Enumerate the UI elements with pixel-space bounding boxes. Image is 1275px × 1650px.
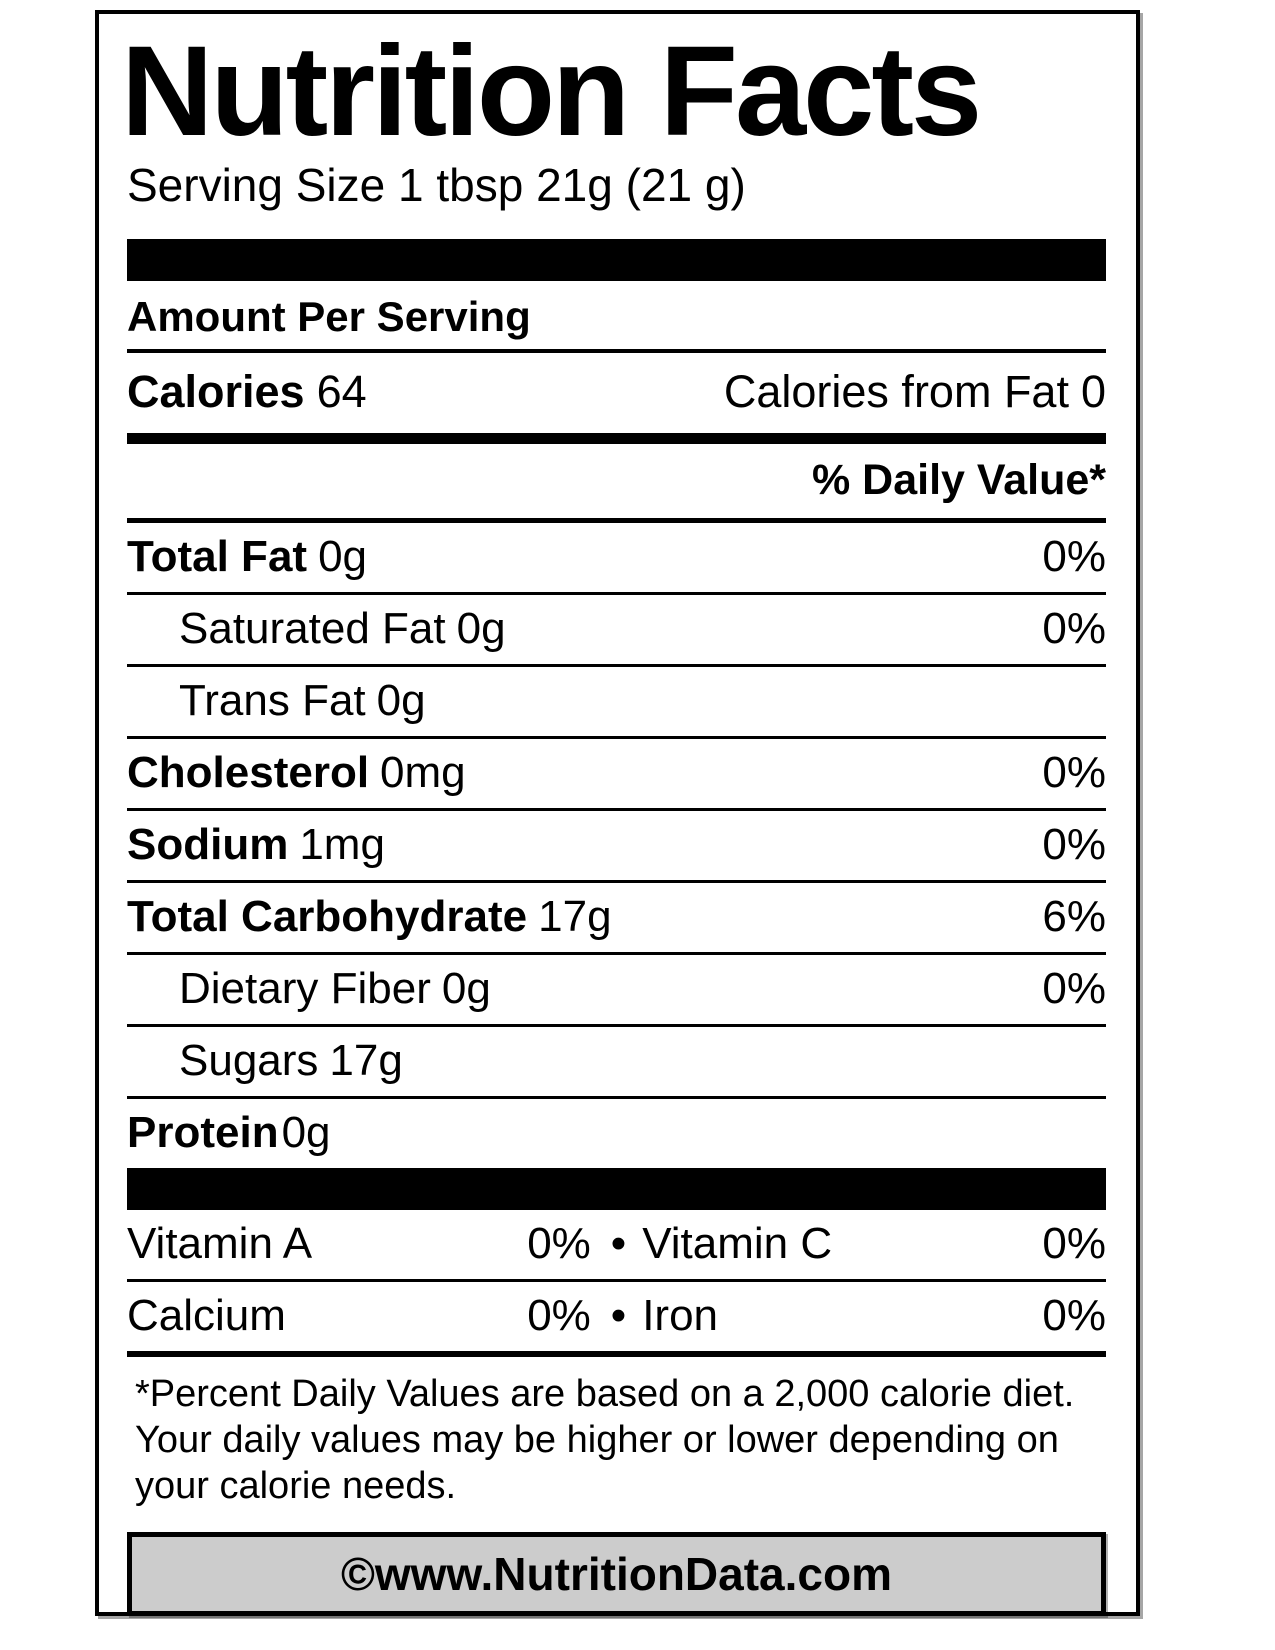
- nutrient-row: Cholesterol 0mg 0%: [127, 739, 1106, 811]
- separator-bar-middle: [127, 1167, 1106, 1210]
- micronutrient-right-name: Iron: [642, 1290, 719, 1340]
- nutrient-row: Saturated Fat 0g 0%: [127, 595, 1106, 667]
- micronutrient-left-value: 0%: [527, 1290, 591, 1340]
- nutrient-amount: 0g: [376, 675, 426, 725]
- nutrient-name: Sugars: [179, 1035, 319, 1085]
- nutrient-row: Sugars 17g: [127, 1027, 1106, 1099]
- nutrition-facts-label: Nutrition Facts Serving Size 1 tbsp 21g …: [95, 10, 1140, 1616]
- amount-per-serving-heading: Amount Per Serving: [127, 292, 531, 340]
- micronutrient-right-cell: Vitamin C 0%: [642, 1219, 1106, 1269]
- rule-under-amount-per-serving: [127, 348, 1106, 353]
- micronutrient-right-value: 0%: [1042, 1218, 1106, 1268]
- nutrient-amount: 0g: [441, 963, 491, 1013]
- nutrient-row: Dietary Fiber 0g 0%: [127, 955, 1106, 1027]
- micronutrient-right-cell: Iron 0%: [642, 1291, 1106, 1341]
- nutrient-name-amount: Saturated Fat 0g: [127, 604, 506, 654]
- micronutrient-left-cell: Vitamin A 0%: [127, 1219, 591, 1269]
- nutrient-name-amount: Sodium 1mg: [127, 820, 385, 870]
- nutrient-amount: 17g: [329, 1035, 403, 1085]
- separator-bar-top: [127, 238, 1106, 281]
- nutrient-row: Total Carbohydrate 17g 6%: [127, 883, 1106, 955]
- micronutrient-left-cell: Calcium 0%: [127, 1291, 591, 1341]
- nutrient-rows: Total Fat 0g 0% Saturated Fat 0g 0% Trans …: [127, 523, 1106, 1168]
- watermark-bar: ©www.NutritionData.com: [127, 1531, 1106, 1616]
- serving-size: Serving Size 1 tbsp 21g (21 g): [127, 159, 746, 211]
- micronutrient-left-name: Vitamin A: [127, 1218, 313, 1268]
- calories-label: Calories: [127, 365, 305, 417]
- nutrient-name: Saturated Fat: [179, 603, 446, 653]
- nutrient-name-amount: Cholesterol 0mg: [127, 748, 466, 798]
- daily-value-header: % Daily Value*: [812, 455, 1106, 504]
- nutrient-row: Trans Fat 0g: [127, 667, 1106, 739]
- nutrient-name: Total Fat: [127, 531, 308, 581]
- nutrient-daily-value: 0%: [1042, 531, 1106, 581]
- micronutrient-rows: Vitamin A 0% • Vitamin C 0% Calcium 0% • Ir…: [127, 1210, 1106, 1357]
- nutrient-amount: 0g: [318, 531, 368, 581]
- nutrient-daily-value: 0%: [1042, 747, 1106, 797]
- nutrient-daily-value: 0%: [1042, 819, 1106, 869]
- nutrient-amount: 17g: [538, 891, 612, 941]
- nutrient-name-amount: Total Carbohydrate 17g: [127, 892, 612, 942]
- nutrient-amount: 0g: [456, 603, 506, 653]
- calories-from-fat-value: 0: [1080, 365, 1106, 417]
- rule-under-calories: [127, 432, 1106, 444]
- nutrient-row: Sodium 1mg 0%: [127, 811, 1106, 883]
- nutrient-amount: 0mg: [380, 747, 466, 797]
- bullet-separator: •: [610, 1290, 627, 1340]
- label-title: Nutrition Facts: [121, 20, 982, 163]
- watermark-text: ©www.NutritionData.com: [341, 1547, 892, 1600]
- micronutrient-left-value: 0%: [527, 1218, 591, 1268]
- micronutrient-left-name: Calcium: [127, 1290, 286, 1340]
- micronutrient-row: Vitamin A 0% • Vitamin C 0%: [127, 1210, 1106, 1282]
- nutrient-name: Total Carbohydrate: [127, 891, 528, 941]
- nutrient-name: Trans Fat: [179, 675, 366, 725]
- nutrient-name-amount: Trans Fat 0g: [127, 676, 426, 726]
- nutrient-daily-value: 0%: [1042, 963, 1106, 1013]
- rule-under-daily-value-header: [127, 517, 1106, 523]
- nutrient-name: Cholesterol: [127, 747, 370, 797]
- nutrient-amount: 0g: [281, 1107, 331, 1157]
- calories-value: 64: [316, 365, 367, 417]
- calories-row: Calories 64 Calories from Fat 0: [127, 353, 1106, 433]
- calories-cell: Calories 64: [127, 366, 367, 418]
- micronutrient-right-name: Vitamin C: [642, 1218, 833, 1268]
- calories-from-fat-cell: Calories from Fat 0: [724, 366, 1106, 418]
- nutrient-name-amount: Total Fat 0g: [127, 532, 367, 582]
- daily-value-footnote: *Percent Daily Values are based on a 2,0…: [135, 1372, 1075, 1508]
- nutrient-name: Protein: [127, 1107, 279, 1157]
- nutrient-name: Sodium: [127, 819, 289, 869]
- micronutrient-row: Calcium 0% • Iron 0%: [127, 1282, 1106, 1357]
- bullet-separator: •: [610, 1218, 627, 1268]
- nutrient-row: Total Fat 0g 0%: [127, 523, 1106, 595]
- nutrient-amount: 1mg: [299, 819, 385, 869]
- nutrient-daily-value: 0%: [1042, 603, 1106, 653]
- nutrient-name-amount: Dietary Fiber 0g: [127, 964, 491, 1014]
- calories-from-fat-label: Calories from Fat: [723, 365, 1069, 417]
- micronutrient-right-value: 0%: [1042, 1290, 1106, 1340]
- nutrient-name: Dietary Fiber: [179, 963, 431, 1013]
- nutrient-name-amount: Sugars 17g: [127, 1036, 403, 1086]
- nutrient-name-amount: Protein0g: [127, 1108, 331, 1158]
- nutrient-daily-value: 6%: [1042, 891, 1106, 941]
- nutrient-row: Protein0g: [127, 1099, 1106, 1168]
